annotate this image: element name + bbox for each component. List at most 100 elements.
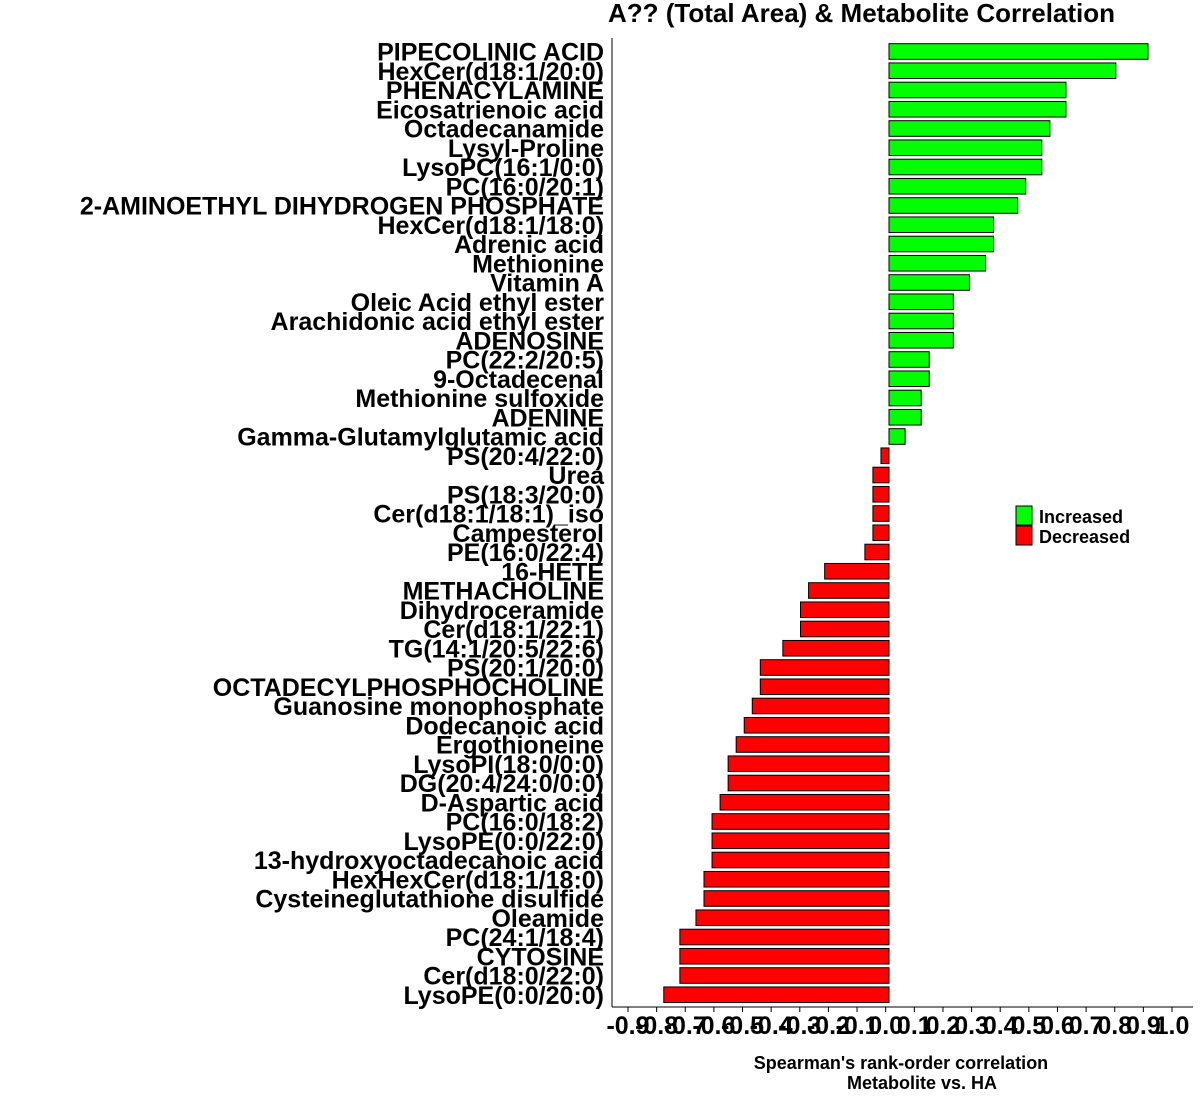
bar-hexhexcer-d18-1-18-0 <box>703 870 890 888</box>
bar-9-octadecenal <box>888 370 930 388</box>
bar-cytosine <box>679 947 890 965</box>
x-tick-label: -0.3 <box>778 1012 821 1040</box>
bar-methionine <box>888 254 987 272</box>
bar-urea <box>872 466 890 484</box>
category-labels: PIPECOLINIC ACIDHexCer(d18:1/20:0)PHENAC… <box>80 39 605 1010</box>
bar-vitamin-a <box>888 274 970 291</box>
bar-pc-22-2-20-5 <box>888 351 930 368</box>
bar-lysope-0-0-20-0 <box>663 986 890 1004</box>
category-label-hexcer-d18-1-18-0: HexCer(d18:1/18:0) <box>378 212 605 240</box>
category-label-tg-14-1-20-5-22-6: TG(14:1/20:5/22:6) <box>389 635 604 663</box>
category-label-cytosine: CYTOSINE <box>477 943 604 971</box>
x-tick-label: 0.9 <box>1126 1012 1161 1040</box>
category-label-dodecanoic-acid: Dodecanoic acid <box>405 712 604 740</box>
category-label-urea: Urea <box>548 462 605 490</box>
category-label-oleamide: Oleamide <box>491 905 604 933</box>
category-label-guanosine-monophosphate: Guanosine monophosphate <box>273 693 604 721</box>
x-tick-label: -0.7 <box>664 1012 707 1040</box>
bar-adrenic-acid <box>888 235 995 253</box>
bar-methacholine <box>808 582 890 599</box>
legend-label-increased: Increased <box>1039 507 1123 527</box>
bar-cer-d18-0-22-0 <box>679 967 890 984</box>
category-label-lysyl-proline: Lysyl-Proline <box>448 135 604 163</box>
category-label-octadecylphosphocholine: OCTADECYLPHOSPHOCHOLINE <box>213 674 604 702</box>
x-tick-label: 0.6 <box>1040 1012 1075 1040</box>
bar-phenacylamine <box>888 81 1067 99</box>
x-tick-label: -0.2 <box>807 1012 850 1040</box>
bar-13-hydroxyoctadecanoic-acid <box>711 851 890 869</box>
category-label-lysopi-18-0-0-0: LysoPI(18:0/0:0) <box>413 751 604 779</box>
bar-ps-20-4-22-0 <box>880 447 890 465</box>
x-tick-label: 0.3 <box>954 1012 989 1040</box>
x-tick-label: -0.4 <box>750 1012 793 1040</box>
category-label-methionine: Methionine <box>472 250 604 278</box>
x-tick-labels: -0.9-0.8-0.7-0.6-0.5-0.4-0.3-0.2-0.10.00… <box>606 1012 1189 1040</box>
category-label-octadecanamide: Octadecanamide <box>404 116 604 144</box>
x-tick-label: 0.5 <box>1011 1012 1046 1040</box>
bar-pc-24-1-18-4 <box>679 928 890 946</box>
axes <box>611 38 1193 1012</box>
bar-cer-d18-1-22-1 <box>800 620 890 638</box>
category-label-cer-d18-1-18-1-iso: Cer(d18:1/18:1)_iso <box>373 501 604 529</box>
bar-oleamide <box>695 909 890 927</box>
chart-title: A?? (Total Area) & Metabolite Correlatio… <box>608 0 1115 28</box>
category-label-eicosatrienoic-acid: Eicosatrienoic acid <box>376 96 604 124</box>
bar-cysteineglutathione-disulfide <box>703 890 890 907</box>
category-label-ps-20-4-22-0: PS(20:4/22:0) <box>447 443 604 471</box>
bar-pc-16-0-18-2 <box>711 813 890 830</box>
x-tick-label: 0.2 <box>926 1012 961 1040</box>
category-label-adrenic-acid: Adrenic acid <box>454 231 604 259</box>
category-label-adenosine: ADENOSINE <box>455 327 604 355</box>
category-label-pc-16-0-20-1: PC(16:0/20:1) <box>446 173 604 201</box>
bar-pipecolinic-acid <box>888 43 1149 60</box>
category-label-pipecolinic-acid: PIPECOLINIC ACID <box>377 39 604 67</box>
bar-octadecylphosphocholine <box>759 678 890 696</box>
category-label-hexhexcer-d18-1-18-0: HexHexCer(d18:1/18:0) <box>332 866 604 894</box>
category-label-campesterol: Campesterol <box>453 520 604 548</box>
bar-ergothioneine <box>735 736 890 753</box>
x-tick-label: 0.4 <box>983 1012 1018 1040</box>
legend-label-decreased: Decreased <box>1039 527 1130 547</box>
bar-hexcer-d18-1-18-0 <box>888 216 995 234</box>
category-label-pc-16-0-18-2: PC(16:0/18:2) <box>446 809 604 837</box>
bar-ps-20-1-20-0 <box>759 659 890 676</box>
bar-lysopc-16-1-0-0 <box>888 158 1043 176</box>
category-label-oleic-acid-ethyl-ester: Oleic Acid ethyl ester <box>351 289 605 317</box>
x-tick-label: 0.8 <box>1097 1012 1132 1040</box>
bar-lysope-0-0-22-0 <box>711 832 890 850</box>
x-tick-label: -0.9 <box>606 1012 649 1040</box>
bar-dg-20-4-24-0-0-0 <box>727 774 890 792</box>
category-label-2-aminoethyl-dihydrogen-phosphate: 2-AMINOETHYL DIHYDROGEN PHOSPHATE <box>80 193 604 221</box>
bar-cer-d18-1-18-1-iso <box>872 505 890 522</box>
x-axis-title-line1: Spearman's rank-order correlation <box>754 1053 1048 1073</box>
category-label-ps-18-3-20-0: PS(18:3/20:0) <box>447 481 604 509</box>
bar-lysopi-18-0-0-0 <box>727 755 890 773</box>
category-label-16-hete: 16-HETE <box>501 558 604 586</box>
bar-hexcer-d18-1-20-0 <box>888 62 1117 80</box>
bar-lysyl-proline <box>888 139 1043 157</box>
bar-methionine-sulfoxide <box>888 389 922 407</box>
x-tick-label: 0.1 <box>897 1012 932 1040</box>
category-label-d-aspartic-acid: D-Aspartic acid <box>421 789 604 817</box>
bar-oleic-acid-ethyl-ester <box>888 293 954 311</box>
bar-campesterol <box>872 524 890 542</box>
x-tick-label: -0.6 <box>692 1012 735 1040</box>
bar-guanosine-monophosphate <box>751 697 890 715</box>
bar-gamma-glutamylglutamic-acid <box>888 428 906 445</box>
x-tick-label: -0.5 <box>721 1012 764 1040</box>
bar-adenosine <box>888 331 954 349</box>
bar-dihydroceramide <box>800 601 890 619</box>
category-label-pc-24-1-18-4: PC(24:1/18:4) <box>446 924 604 952</box>
category-label-pc-22-2-20-5: PC(22:2/20:5) <box>446 347 604 375</box>
bar-arachidonic-acid-ethyl-ester <box>888 312 954 330</box>
bar-tg-14-1-20-5-22-6 <box>782 639 890 657</box>
x-tick-label: 0.7 <box>1069 1012 1104 1040</box>
category-label-ps-20-1-20-0: PS(20:1/20:0) <box>447 655 604 683</box>
category-label-lysope-0-0-22-0: LysoPE(0:0/22:0) <box>403 828 604 856</box>
legend-swatch-decreased <box>1015 525 1033 546</box>
bar-2-aminoethyl-dihydrogen-phosphate <box>888 197 1019 214</box>
category-label-vitamin-a: Vitamin A <box>490 270 604 298</box>
x-axis-title-line2: Metabolite vs. HA <box>847 1073 997 1093</box>
category-label-gamma-glutamylglutamic-acid: Gamma-Glutamylglutamic acid <box>237 424 604 452</box>
